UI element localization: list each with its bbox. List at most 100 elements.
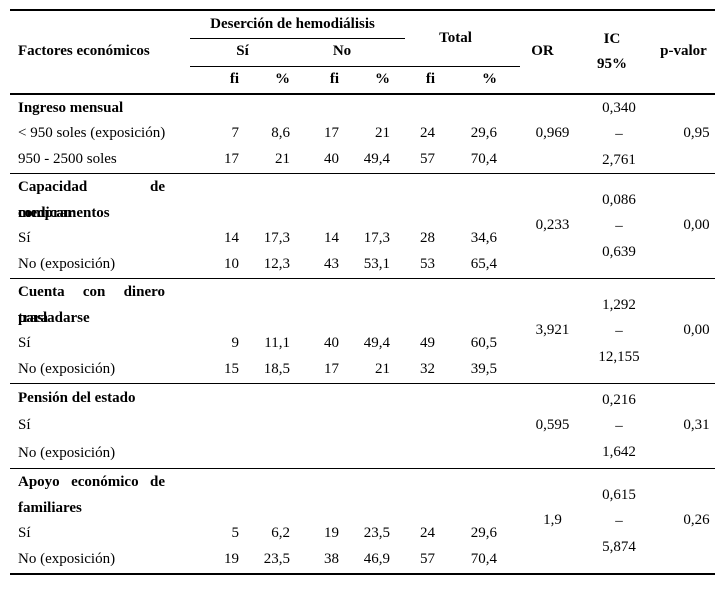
cell-ic-95: 1,292 – 12,155	[586, 279, 652, 383]
cell-si-fi: 17	[224, 151, 239, 168]
cell-ic-95: 0,340 – 2,761	[586, 95, 652, 173]
cell-si-pct: 11,1	[264, 335, 290, 352]
row-label: Sí	[18, 335, 31, 352]
desercion-underline	[190, 38, 405, 39]
header-or: OR	[531, 43, 554, 60]
cell-si-pct: 12,3	[263, 256, 290, 273]
cell-no-pct: 49,4	[363, 151, 390, 168]
cell-total-pct: 70,4	[470, 551, 497, 568]
cell-total-pct: 65,4	[470, 256, 497, 273]
section-title: Capacidad de comprar medicamentos	[10, 174, 193, 226]
section-title-line: medicamentos	[18, 204, 110, 221]
cell-total-fi: 28	[420, 230, 435, 247]
section-title-line: Ingreso mensual	[18, 99, 124, 116]
row-label: No (exposición)	[18, 551, 116, 568]
header-total-fi: fi	[425, 70, 435, 87]
cell-no-fi: 17	[324, 361, 339, 378]
cell-si-fi: 14	[224, 230, 239, 247]
section-title-line: Capacidad de comprar	[18, 178, 165, 221]
ic-upper: 0,639	[602, 243, 636, 260]
row-label: No (exposición)	[18, 445, 116, 462]
cell-no-pct: 23,5	[363, 525, 390, 542]
cell-no-fi: 40	[324, 151, 339, 168]
cell-si-pct: 17,3	[263, 230, 290, 247]
cell-p-valor: 0,00	[683, 322, 710, 339]
ic-dash: –	[615, 322, 623, 339]
ic-dash: –	[615, 125, 623, 142]
header-desercion-hemodialisis: Deserción de hemodiálisis	[210, 16, 375, 33]
cell-si-fi: 19	[224, 551, 239, 568]
cell-si-fi: 15	[224, 361, 239, 378]
cell-or: 1,9	[543, 512, 562, 529]
row-label: Sí	[18, 230, 31, 247]
cell-no-fi: 38	[324, 551, 339, 568]
row-label: < 950 soles (exposición)	[18, 125, 166, 142]
cell-total-pct: 60,5	[470, 335, 497, 352]
section-pension-del-estado: Pensión del estado Sí No (exposición) 0,…	[10, 384, 715, 469]
ic-dash: –	[615, 417, 623, 434]
cell-si-pct: 8,6	[271, 125, 290, 142]
ic-upper: 5,874	[602, 538, 636, 555]
header-si: Sí	[236, 43, 249, 60]
section-title: Pensión del estado	[10, 384, 193, 412]
cell-p-valor: 0,31	[683, 417, 710, 434]
row-label: Sí	[18, 525, 31, 542]
ic-upper: 1,642	[602, 443, 636, 460]
header-no: No	[332, 43, 352, 60]
cell-no-fi: 14	[324, 230, 339, 247]
cell-total-pct: 70,4	[470, 151, 497, 168]
header-ic-95: IC 95%	[586, 11, 652, 93]
cell-no-fi: 40	[324, 335, 339, 352]
cell-or: 0,233	[535, 217, 570, 234]
cell-si-fi: 5	[231, 525, 240, 542]
section-title: Ingreso mensual	[10, 95, 193, 121]
cell-total-pct: 29,6	[470, 525, 497, 542]
section-title-line: Cuenta con dinero para	[18, 283, 165, 326]
header-si-pct: %	[275, 70, 290, 87]
cell-ic-95: 0,216 – 1,642	[586, 384, 652, 468]
cell-total-fi: 32	[420, 361, 435, 378]
cell-ic-95: 0,615 – 5,874	[586, 469, 652, 573]
section-ingreso-mensual: Ingreso mensual < 950 soles (exposición)…	[10, 95, 715, 174]
cell-no-fi: 43	[324, 256, 339, 273]
cell-si-fi: 9	[231, 335, 240, 352]
row-label: No (exposición)	[18, 361, 116, 378]
header-no-fi: fi	[329, 70, 339, 87]
section-title: Apoyo económico de familiares	[10, 469, 193, 521]
section-title-line: familiares	[18, 499, 82, 516]
ic-upper: 12,155	[598, 348, 640, 365]
section-title-line: trasladarse	[18, 309, 90, 326]
header-total-pct: %	[482, 70, 497, 87]
ic-upper: 2,761	[602, 151, 636, 168]
row-label: 950 - 2500 soles	[18, 151, 117, 168]
ic-dash: –	[615, 512, 623, 529]
cell-no-fi: 19	[324, 525, 339, 542]
subheader-underline	[190, 66, 520, 67]
header-ic-line1: IC	[603, 30, 621, 47]
section-title: Cuenta con dinero para trasladarse	[10, 279, 193, 331]
section-title-line: Pensión del estado	[18, 389, 136, 406]
cell-total-pct: 39,5	[470, 361, 497, 378]
section-cuenta-con-dinero: Cuenta con dinero para trasladarse Sí 9 …	[10, 279, 715, 384]
header-factores-economicos: Factores económicos	[18, 43, 150, 60]
ic-lower: 1,292	[602, 296, 636, 313]
cell-no-pct: 21	[375, 361, 390, 378]
cell-total-fi: 57	[420, 551, 435, 568]
header-ic-line2: 95%	[597, 55, 627, 72]
section-capacidad-comprar-medicamentos: Capacidad de comprar medicamentos Sí 14 …	[10, 174, 715, 279]
cell-no-pct: 46,9	[363, 551, 390, 568]
cell-si-pct: 18,5	[263, 361, 290, 378]
ic-lower: 0,340	[602, 99, 636, 116]
cell-no-pct: 21	[375, 125, 390, 142]
cell-si-pct: 23,5	[263, 551, 290, 568]
cell-total-pct: 34,6	[470, 230, 497, 247]
cell-p-valor: 0,26	[683, 512, 710, 529]
ic-dash: –	[615, 217, 623, 234]
cell-total-fi: 53	[420, 256, 435, 273]
cell-no-pct: 53,1	[363, 256, 390, 273]
cell-si-pct: 21	[275, 151, 290, 168]
ic-lower: 0,216	[602, 391, 636, 408]
cell-or: 0,969	[535, 125, 570, 142]
cell-ic-95: 0,086 – 0,639	[586, 174, 652, 278]
cell-or: 0,595	[535, 417, 570, 434]
